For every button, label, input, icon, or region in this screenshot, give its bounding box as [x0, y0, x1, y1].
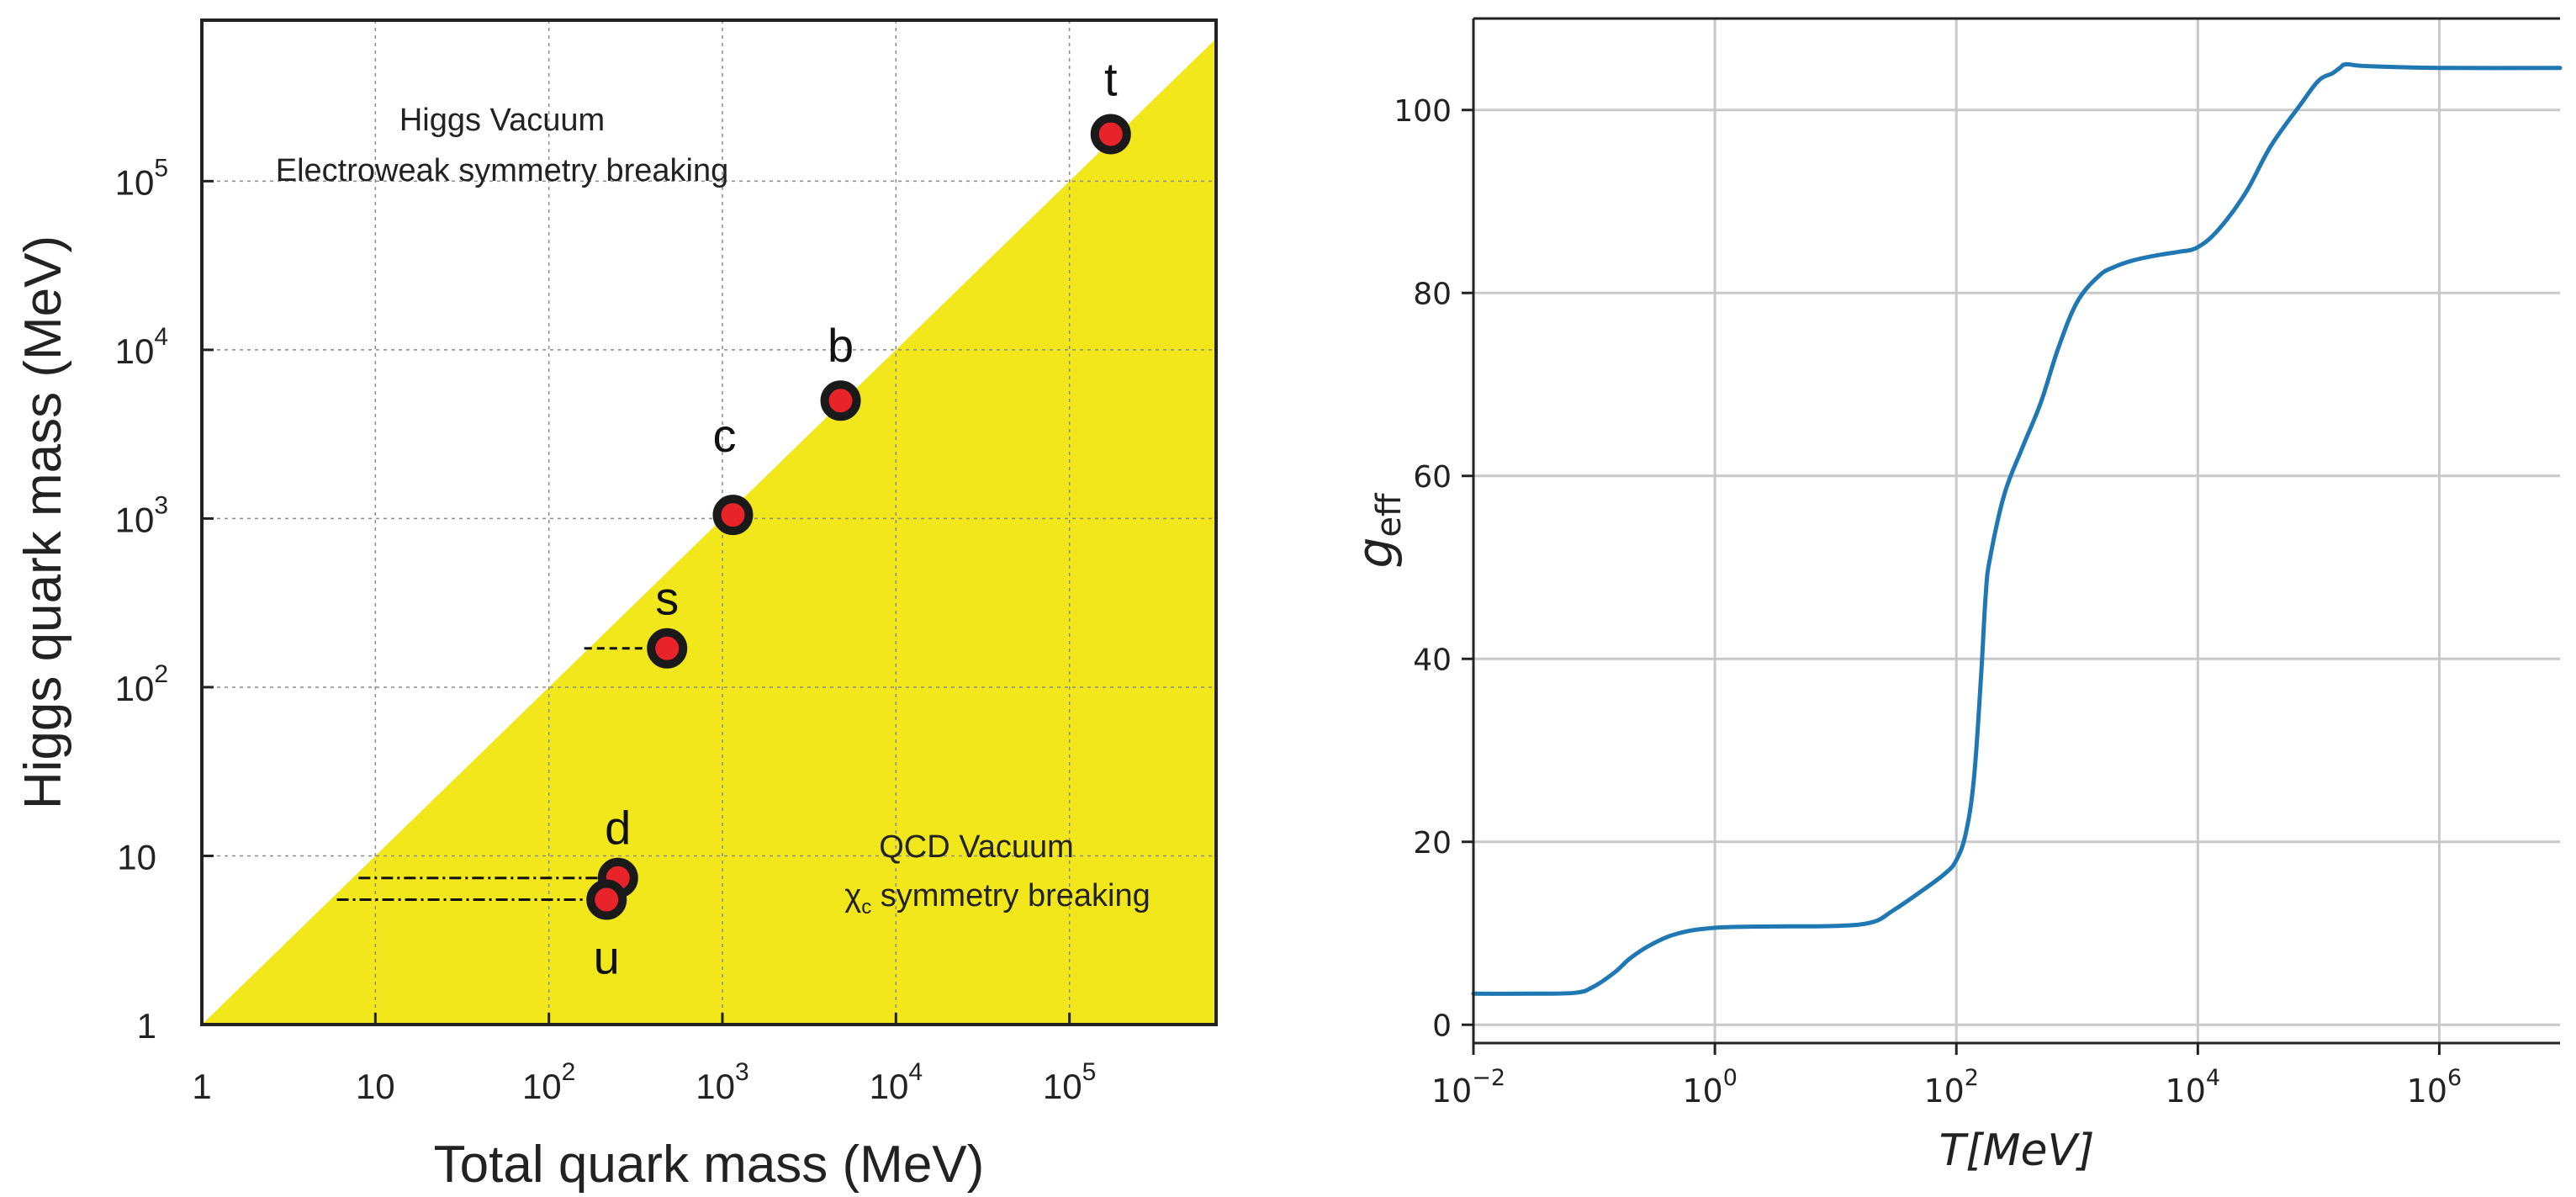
left-plot-frame [200, 19, 1218, 1026]
quark-label-b: b [828, 319, 854, 372]
left-y-tick-label: 103 [115, 491, 168, 539]
left-y-ticks: 1 10 102 103 104 105 [115, 154, 214, 1046]
right-x-tick-label: 10−2 [1431, 1065, 1505, 1110]
right-x-tick-label: 104 [2166, 1065, 2221, 1110]
left-y-tick-label: 1 [137, 1006, 156, 1046]
right-y-axis-label-main: g [1346, 538, 1404, 569]
chi-subscript: c [861, 896, 871, 919]
left-y-tick-label: 102 [115, 660, 168, 708]
right-plot-background [1473, 19, 2560, 1043]
left-x-ticks: 1 10 102 103 104 105 [192, 1013, 1096, 1106]
quark-label-s: s [655, 572, 679, 625]
quark-label-t: t [1104, 52, 1118, 105]
quark-point-c [712, 495, 754, 536]
right-x-tick-label: 100 [1682, 1065, 1738, 1110]
quark-point-b [820, 380, 861, 421]
left-x-tick-label: 102 [522, 1058, 575, 1106]
left-x-axis-label: Total quark mass (MeV) [434, 1136, 985, 1194]
quark-mass-chart: t b c s d u 1 10 102 103 104 105 1 10 102 103 104 105 T… [14, 19, 1218, 1194]
right-y-tick-label: 40 [1413, 643, 1452, 677]
left-y-tick-label: 10 [117, 837, 156, 877]
right-y-tick-label: 0 [1432, 1009, 1452, 1043]
left-x-tick-label: 103 [696, 1058, 748, 1106]
right-x-axis-label: T[MeV] [1939, 1125, 2095, 1176]
qcd-vacuum-subtitle-line: χc symmetry breaking [844, 878, 1150, 919]
quark-label-u: u [594, 931, 620, 984]
right-y-tick-label: 60 [1413, 460, 1452, 495]
left-y-tick-label: 104 [115, 323, 168, 371]
higgs-vacuum-title: Higgs Vacuum [399, 103, 605, 138]
right-x-axis-label-text: T[MeV] [1939, 1125, 2095, 1176]
geff-chart: 10−2 100 102 104 106 0 20 40 60 80 100 T[MeV] gef… [1346, 17, 2563, 1176]
right-y-axis-label: geff [1346, 492, 1409, 568]
left-y-axis-label: Higgs quark mass (MeV) [14, 236, 72, 809]
quark-point-u [586, 879, 627, 920]
right-y-axis-label-sub: eff [1370, 492, 1409, 538]
qcd-vacuum-subtitle: symmetry breaking [871, 878, 1150, 914]
right-x-tick-label: 106 [2407, 1065, 2462, 1110]
right-y-tick-label: 80 [1413, 277, 1452, 311]
right-x-tick-label: 102 [1923, 1065, 1979, 1110]
left-x-tick-label: 1 [192, 1067, 211, 1106]
quark-points: t b c s d u [586, 52, 1131, 984]
qcd-vacuum-title: QCD Vacuum [879, 829, 1074, 865]
right-y-tick-label: 100 [1394, 94, 1452, 129]
left-x-tick-label: 10 [356, 1067, 395, 1106]
series-line-geff [1471, 61, 2563, 996]
left-x-tick-label: 104 [870, 1058, 923, 1106]
right-x-ticks: 10−2 100 102 104 106 [1431, 1043, 2462, 1110]
quark-label-d: d [605, 802, 631, 855]
quark-point-t [1090, 114, 1131, 155]
left-x-tick-label: 105 [1043, 1058, 1096, 1106]
left-y-tick-label: 105 [115, 154, 168, 202]
quark-label-c: c [713, 409, 737, 462]
right-y-tick-label: 20 [1413, 826, 1452, 861]
qcd-vacuum-region [202, 20, 1216, 1025]
chi-symbol: χ [844, 878, 861, 914]
right-y-ticks: 0 20 40 60 80 100 [1394, 94, 1473, 1043]
higgs-vacuum-subtitle: Electroweak symmetry breaking [276, 153, 729, 188]
quark-point-s [647, 628, 688, 669]
